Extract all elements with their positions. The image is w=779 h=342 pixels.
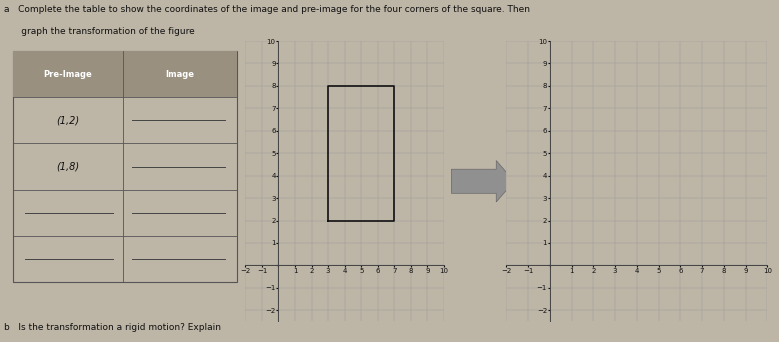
Text: Pre-Image: Pre-Image (44, 69, 93, 79)
FancyArrow shape (451, 161, 514, 202)
Text: b   Is the transformation a rigid motion? Explain: b Is the transformation a rigid motion? … (4, 323, 221, 332)
Text: graph the transformation of the figure: graph the transformation of the figure (4, 27, 195, 36)
Text: (1,8): (1,8) (57, 162, 79, 172)
Text: Image: Image (165, 69, 194, 79)
Text: a   Complete the table to show the coordinates of the image and pre-image for th: a Complete the table to show the coordin… (4, 5, 530, 14)
Bar (13, 51, 237, 97)
Text: (1,2): (1,2) (57, 115, 79, 125)
